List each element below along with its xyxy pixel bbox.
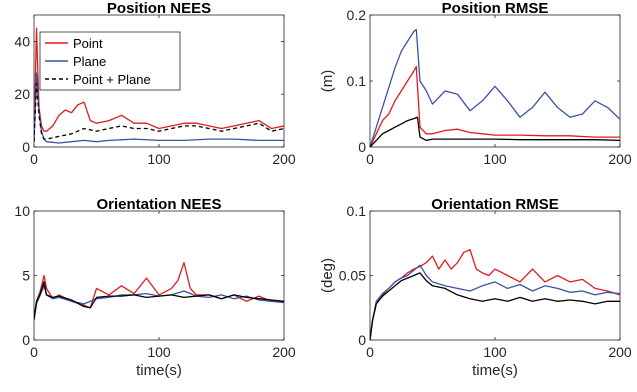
x-axis-label: time(s) xyxy=(136,362,182,379)
x-tick-label: 0 xyxy=(30,151,38,167)
chart-title: Orientation RMSE xyxy=(431,196,559,213)
x-tick-label: 100 xyxy=(147,344,171,360)
y-axis-label: (deg) xyxy=(319,258,336,293)
y-tick-label: 10 xyxy=(14,203,30,219)
chart-panel-3: 0 100 200 0 5 10 Orientation NEES time(s) xyxy=(14,196,295,379)
x-tick-label: 100 xyxy=(483,344,507,360)
legend-label-point-plane: Point + Plane xyxy=(73,72,151,87)
x-tick-label: 0 xyxy=(366,151,374,167)
series-line-point-plane xyxy=(34,281,284,320)
y-tick-label: 0 xyxy=(22,332,30,348)
chart-title: Orientation NEES xyxy=(96,196,221,213)
plot-area xyxy=(33,210,285,341)
y-tick-label: 20 xyxy=(14,86,30,102)
plot-area xyxy=(369,210,621,341)
y-tick-label: 0.2 xyxy=(347,7,367,23)
x-axis-label: time(s) xyxy=(472,362,518,379)
series-line-point-plane xyxy=(34,82,284,142)
y-tick-label: 0.1 xyxy=(347,203,367,219)
series-line-point xyxy=(370,65,620,147)
series-line-plane xyxy=(370,264,620,340)
series-line-plane xyxy=(34,72,284,144)
legend: Point Plane Point + Plane xyxy=(39,31,181,91)
x-tick-label: 200 xyxy=(608,344,632,360)
y-tick-label: 0 xyxy=(22,139,30,155)
y-axis-label: (m) xyxy=(319,70,336,93)
y-tick-label: 0.05 xyxy=(339,268,366,284)
x-tick-label: 0 xyxy=(366,344,374,360)
chart-panel-2: 0 100 200 0 0.1 0.2 Position RMSE (m) xyxy=(319,0,632,167)
y-tick-label: 5 xyxy=(22,268,30,284)
y-tick-label: 40 xyxy=(14,33,30,49)
x-tick-label: 200 xyxy=(608,151,632,167)
chart-panel-4: 0 100 200 0 0.05 0.1 Orientation RMSE time(s) (d… xyxy=(319,196,632,379)
x-tick-label: 100 xyxy=(483,151,507,167)
legend-label-plane: Plane xyxy=(73,54,106,69)
y-tick-label: 0 xyxy=(358,332,366,348)
series-line-point-plane xyxy=(370,116,620,147)
chart-title: Position NEES xyxy=(107,0,211,17)
x-tick-label: 0 xyxy=(30,344,38,360)
y-tick-label: 0.1 xyxy=(347,73,367,89)
series-line-point xyxy=(34,27,284,140)
legend-label-point: Point xyxy=(73,36,103,51)
x-tick-label: 200 xyxy=(272,344,296,360)
x-tick-label: 100 xyxy=(147,151,171,167)
y-tick-label: 0 xyxy=(358,139,366,155)
series-line-plane xyxy=(370,28,620,147)
x-tick-label: 200 xyxy=(272,151,296,167)
series-line-point-plane xyxy=(370,272,620,340)
chart-title: Position RMSE xyxy=(442,0,549,17)
